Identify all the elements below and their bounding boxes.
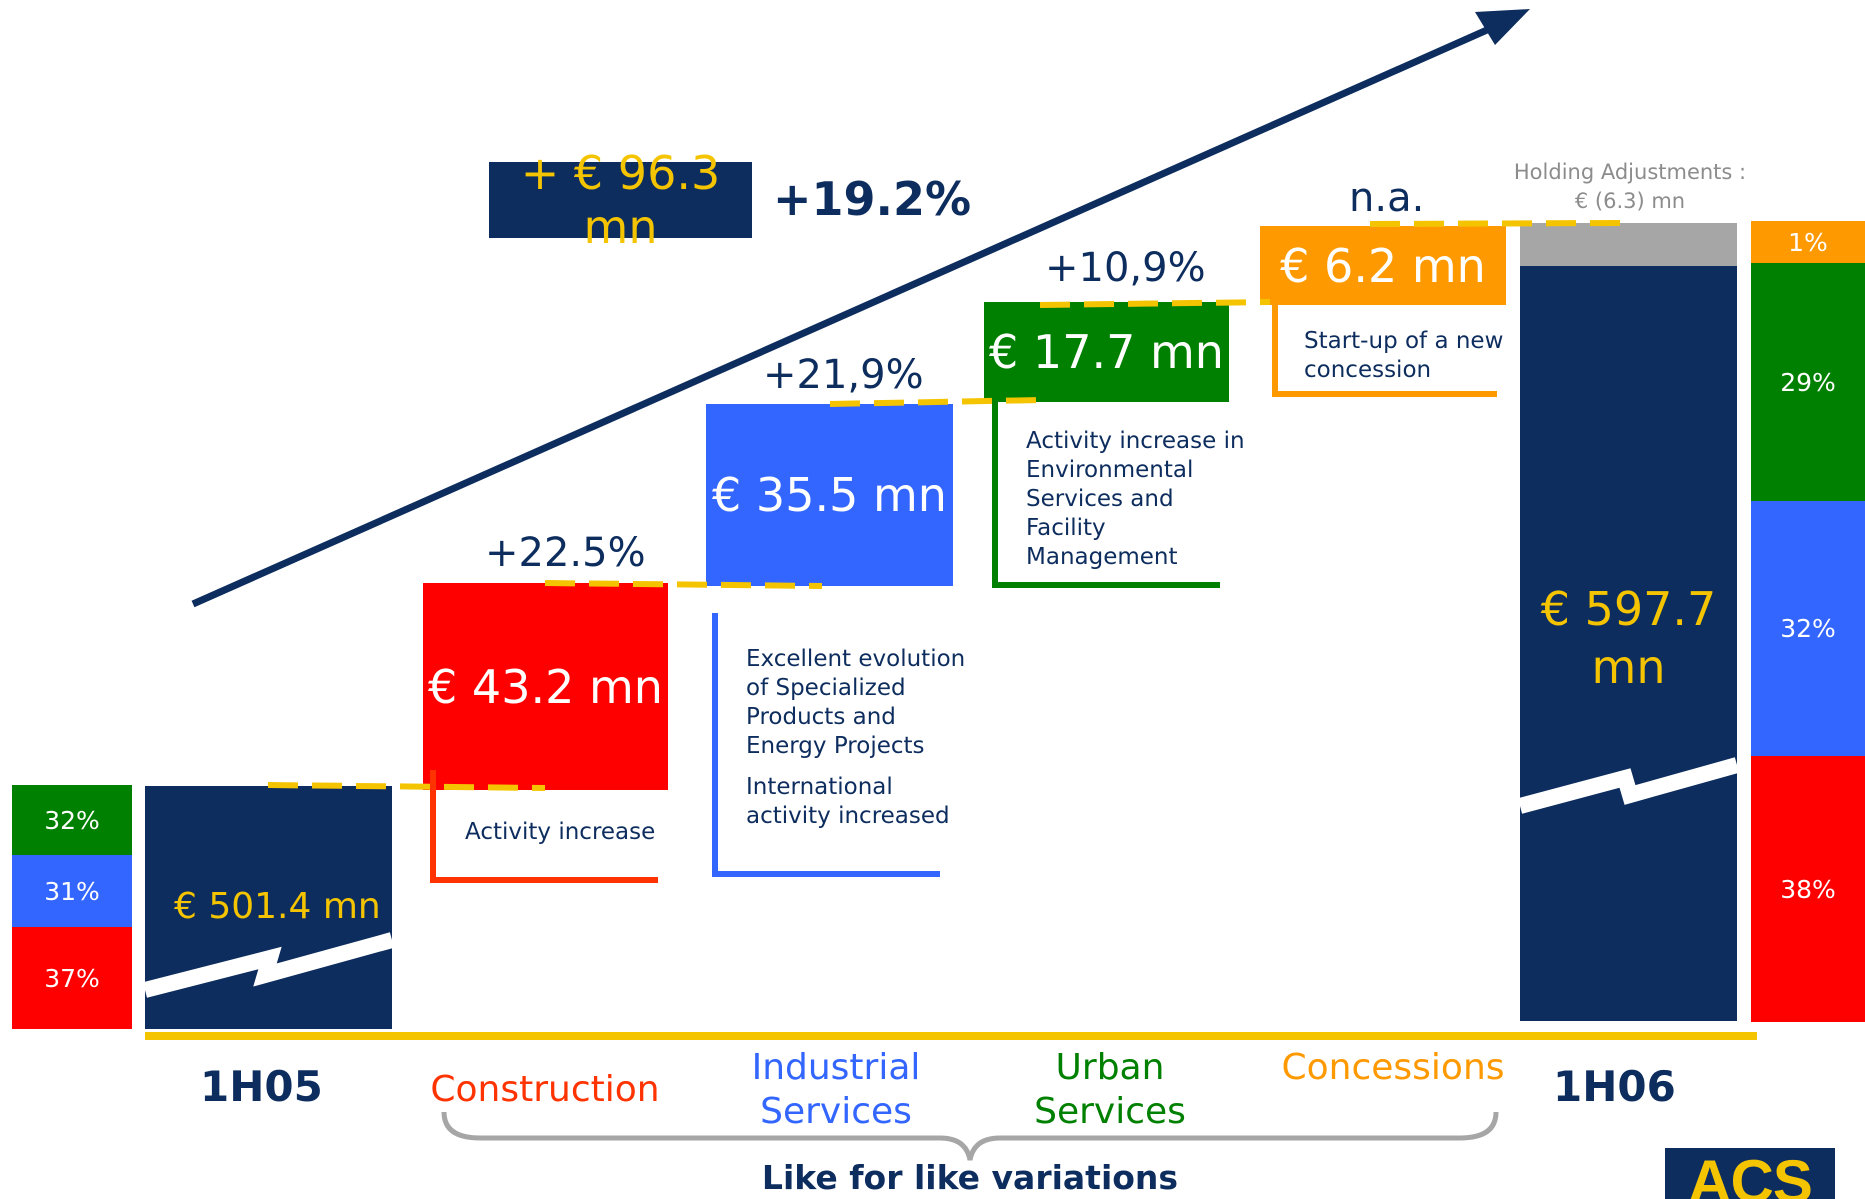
urban-growth: +10,9% [1045,245,1206,291]
end-bar-break [1517,757,1740,814]
end-mix-urban-pct: 29% [1780,367,1836,397]
start-mix-construction-pct: 37% [44,963,100,993]
start-mix-urban-pct: 32% [44,805,100,835]
growth-arrow-shaft [191,18,1507,608]
holding-adjustments: Holding Adjustments : € (6.3) mn [1500,158,1760,216]
end-bar-label-line-2: mn [1591,640,1666,694]
industrial-category-line-1: Industrial [751,1047,921,1088]
start-period-label: 1H05 [200,1062,323,1111]
holding-adjustments-value: € (6.3) mn [1574,189,1686,213]
end-mix-industrial: 32% [1751,501,1865,756]
industrial-category-label: Industrial Services [706,1046,966,1134]
end-mix-construction: 38% [1751,756,1865,1022]
total-change-badge: + € 96.3 mn [489,146,752,254]
start-mix-construction: 37% [12,927,132,1029]
connector-urban-concessions [1039,299,1271,308]
start-mix-urban: 32% [12,785,132,855]
industrial-growth: +21,9% [763,352,924,398]
acs-logo: ACS [1665,1148,1835,1199]
concessions-note: Start-up of a new concession [1304,328,1504,383]
concessions-growth: n.a. [1349,175,1425,221]
like-for-like-label: Like for like variations [761,1158,1179,1197]
acs-logo-text: ACS [1688,1148,1813,1199]
end-bar-label-line-1: € 597.7 [1540,582,1717,636]
end-mix-urban: 29% [1751,263,1865,501]
connector-concessions-end [1369,220,1621,227]
start-bar-label: € 501.4 mn [174,886,381,927]
construction-note-bracket [430,770,658,883]
growth-arrow-head [1475,9,1530,45]
industrial-category-line-2: Services [760,1091,912,1132]
concessions-note-bracket [1272,305,1497,397]
end-period-label: 1H06 [1553,1062,1676,1111]
urban-category-line-1: Urban [1055,1047,1165,1088]
like-for-like-brace [441,1111,1499,1161]
industrial-note-1: Excellent evolution of Specialized Produ… [746,646,966,759]
construction-category-label: Construction [430,1069,660,1110]
connector-industrial-urban [829,397,1041,407]
construction-note: Activity increase [465,819,656,845]
urban-note: Activity increase in Environmental Servi… [1026,428,1245,570]
industrial-note-2: International activity increased [746,774,950,829]
urban-note-bracket [992,400,1220,588]
connector-construction-industrial [544,580,823,589]
connector-start-construction [267,782,546,791]
urban-category-line-2: Services [1034,1091,1186,1132]
end-bar-label: € 597.7 mn [1520,580,1737,696]
total-change-value: + € 96.3 mn [520,146,721,254]
end-mix-concessions: 1% [1751,221,1865,263]
dashed-connectors [267,220,1621,791]
urban-category-label: Urban Services [985,1046,1235,1134]
construction-growth: +22.5% [485,530,646,576]
end-mix-concessions-pct: 1% [1788,227,1828,257]
end-mix-industrial-pct: 32% [1780,614,1836,643]
concessions-category-label: Concessions [1281,1047,1505,1088]
end-mix-construction-pct: 38% [1780,874,1836,904]
holding-adjustments-label: Holding Adjustments : [1513,160,1747,184]
industrial-note-bracket [712,613,940,877]
start-bar-break [143,932,395,998]
start-mix-industrial-pct: 31% [44,876,100,906]
start-mix-industrial: 31% [12,855,132,927]
total-change-pct: +19.2% [773,172,972,226]
